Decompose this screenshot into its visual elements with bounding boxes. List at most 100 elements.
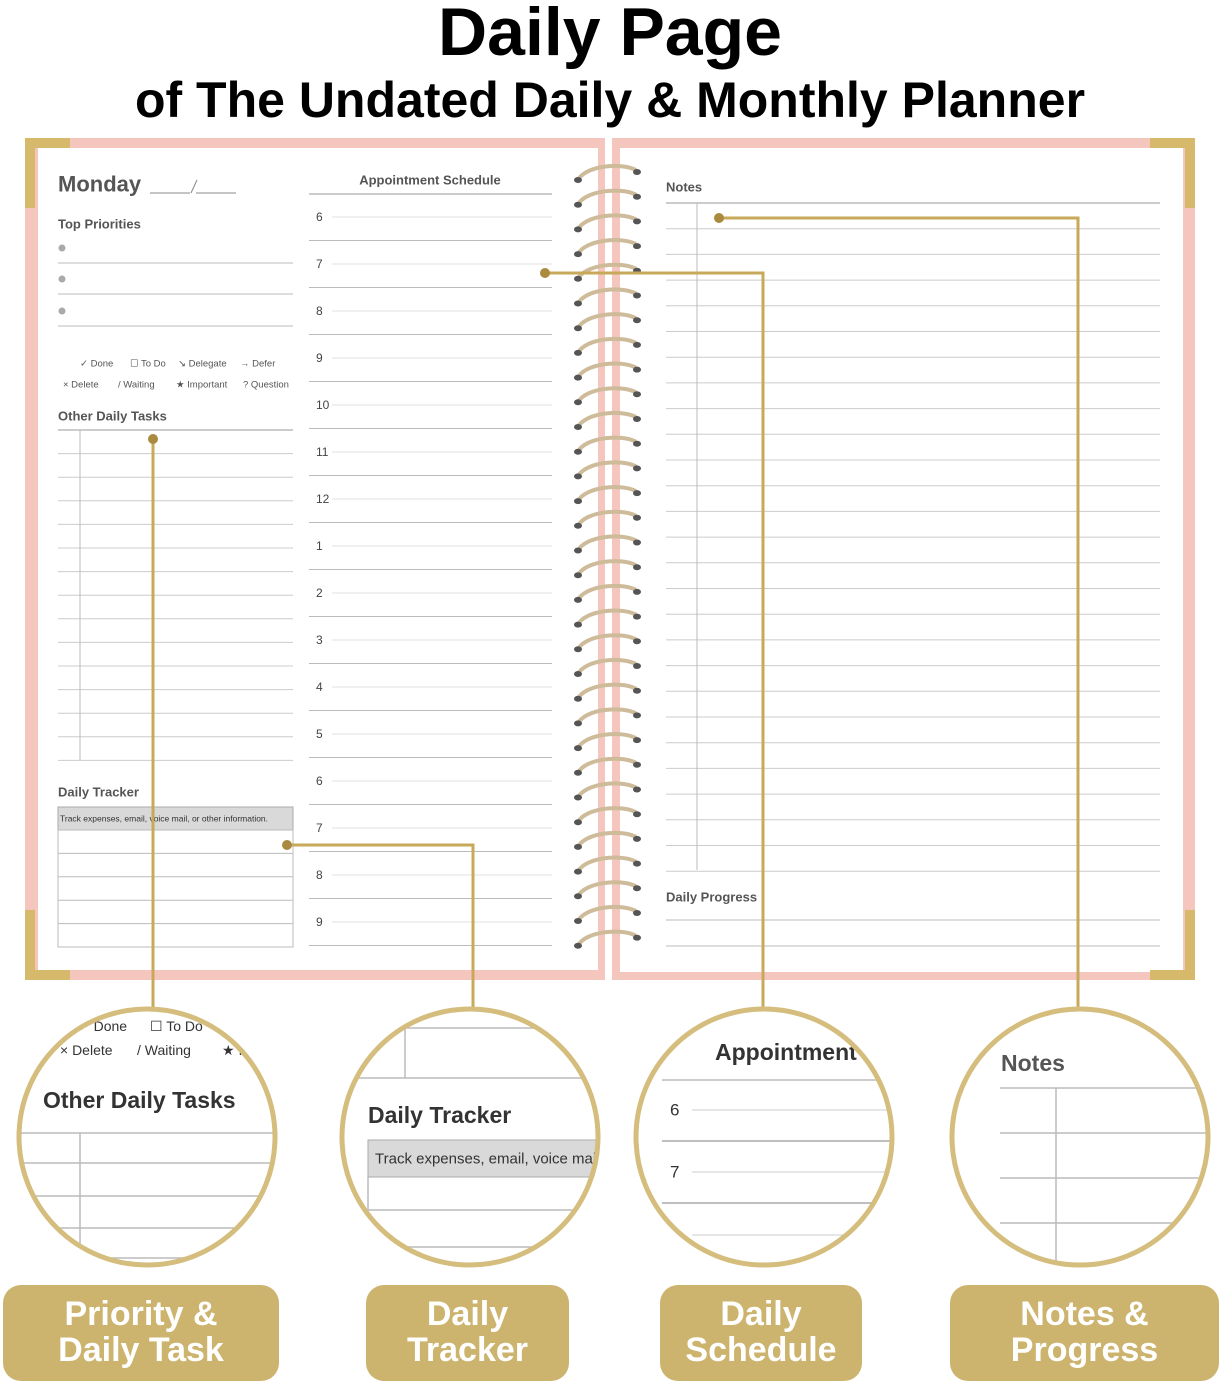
label: 8 bbox=[316, 868, 323, 882]
hole bbox=[574, 498, 582, 505]
coil bbox=[576, 509, 637, 527]
coil bbox=[576, 682, 637, 700]
zoom-circle bbox=[19, 1009, 275, 1265]
label: 7 bbox=[316, 257, 323, 271]
hole bbox=[633, 835, 641, 842]
hole bbox=[633, 588, 641, 595]
feature-label: Tracker bbox=[407, 1331, 528, 1369]
hole bbox=[574, 473, 582, 480]
hole bbox=[574, 893, 582, 900]
hole bbox=[574, 646, 582, 653]
feature-label: Daily bbox=[720, 1295, 801, 1333]
label: ? Question bbox=[243, 380, 289, 391]
label: Track expenses, email, voice mail, or ot… bbox=[375, 1151, 742, 1168]
hole bbox=[633, 366, 641, 373]
coil bbox=[576, 707, 637, 725]
label: 11 bbox=[316, 445, 329, 459]
hole bbox=[574, 720, 582, 727]
feature-pill bbox=[3, 1285, 279, 1381]
label: 7 bbox=[316, 821, 323, 835]
hole bbox=[633, 490, 641, 497]
label: 6 bbox=[670, 1101, 679, 1120]
hole bbox=[633, 663, 641, 669]
label: Daily Tracker bbox=[368, 1102, 511, 1128]
label: ★ Important bbox=[176, 380, 228, 391]
hole bbox=[633, 860, 641, 867]
hole bbox=[574, 572, 582, 579]
hole bbox=[574, 596, 582, 603]
tracker-header bbox=[367, 1139, 596, 1178]
coil bbox=[576, 534, 637, 552]
coil bbox=[576, 657, 637, 676]
hole bbox=[574, 868, 582, 875]
zoom-content: Daily Tracker Track expenses, email, voic… bbox=[344, 1011, 742, 1260]
coil bbox=[576, 732, 637, 750]
label: 10 bbox=[316, 398, 330, 412]
label: Monday bbox=[58, 172, 142, 197]
label: 9 bbox=[316, 351, 323, 365]
zoom-ring bbox=[16, 1006, 278, 1268]
feature-pill bbox=[950, 1285, 1219, 1381]
zoom-ring bbox=[633, 1006, 895, 1268]
hole bbox=[633, 169, 641, 175]
coil bbox=[576, 583, 637, 602]
coil bbox=[576, 485, 637, 503]
coil bbox=[576, 287, 637, 305]
hole bbox=[574, 399, 582, 406]
coil bbox=[576, 460, 637, 478]
label: × Delete bbox=[60, 1042, 113, 1058]
connector-dot bbox=[540, 268, 550, 278]
feature-label: Priority & bbox=[64, 1295, 217, 1333]
coil bbox=[576, 781, 637, 799]
hole bbox=[574, 794, 582, 801]
hole bbox=[633, 811, 641, 818]
label: → Defer bbox=[240, 359, 275, 370]
connector-dot bbox=[714, 213, 724, 223]
bullet bbox=[58, 244, 66, 252]
hole bbox=[633, 514, 641, 521]
hole bbox=[633, 440, 641, 447]
hole bbox=[633, 218, 641, 225]
label: ↘ Delegate bbox=[178, 359, 227, 370]
hole bbox=[574, 522, 582, 529]
hole bbox=[574, 695, 582, 702]
coil bbox=[576, 855, 637, 873]
hole bbox=[633, 638, 641, 645]
label: 6 bbox=[316, 774, 323, 788]
hole bbox=[633, 341, 641, 348]
hole bbox=[633, 465, 641, 472]
coil bbox=[576, 435, 637, 453]
coil bbox=[576, 806, 637, 824]
hole bbox=[633, 416, 641, 422]
hole bbox=[633, 910, 641, 916]
hole bbox=[574, 745, 582, 752]
feature-label: Schedule bbox=[685, 1331, 836, 1369]
connector bbox=[719, 216, 1080, 1008]
hole bbox=[574, 325, 582, 332]
label: Appointment Schedule bbox=[359, 173, 501, 188]
zoom-ring bbox=[339, 1006, 601, 1268]
hole bbox=[574, 843, 582, 850]
coil bbox=[576, 830, 637, 849]
label: Daily Tracker bbox=[58, 785, 139, 800]
connector-dot bbox=[282, 840, 292, 850]
hole bbox=[633, 292, 641, 299]
label: / Waiting bbox=[118, 380, 155, 391]
hole bbox=[574, 374, 582, 381]
hole bbox=[633, 391, 641, 398]
hole bbox=[574, 918, 582, 924]
title: Daily Page bbox=[438, 0, 782, 70]
zoom-ring bbox=[949, 1006, 1211, 1268]
coil bbox=[576, 312, 637, 330]
label: Appointment Schedule bbox=[715, 1039, 965, 1065]
coil bbox=[576, 163, 637, 182]
label: 5 bbox=[316, 727, 323, 741]
zoom-circle bbox=[342, 1009, 598, 1265]
label: Daily Progress bbox=[666, 890, 757, 905]
zoom-circle bbox=[636, 1009, 892, 1265]
zoom-content: Notes bbox=[1000, 1050, 1206, 1263]
label: ☐ To Do bbox=[150, 1018, 203, 1034]
label: ☐ To Do bbox=[130, 359, 166, 370]
connector-dot bbox=[148, 434, 158, 444]
